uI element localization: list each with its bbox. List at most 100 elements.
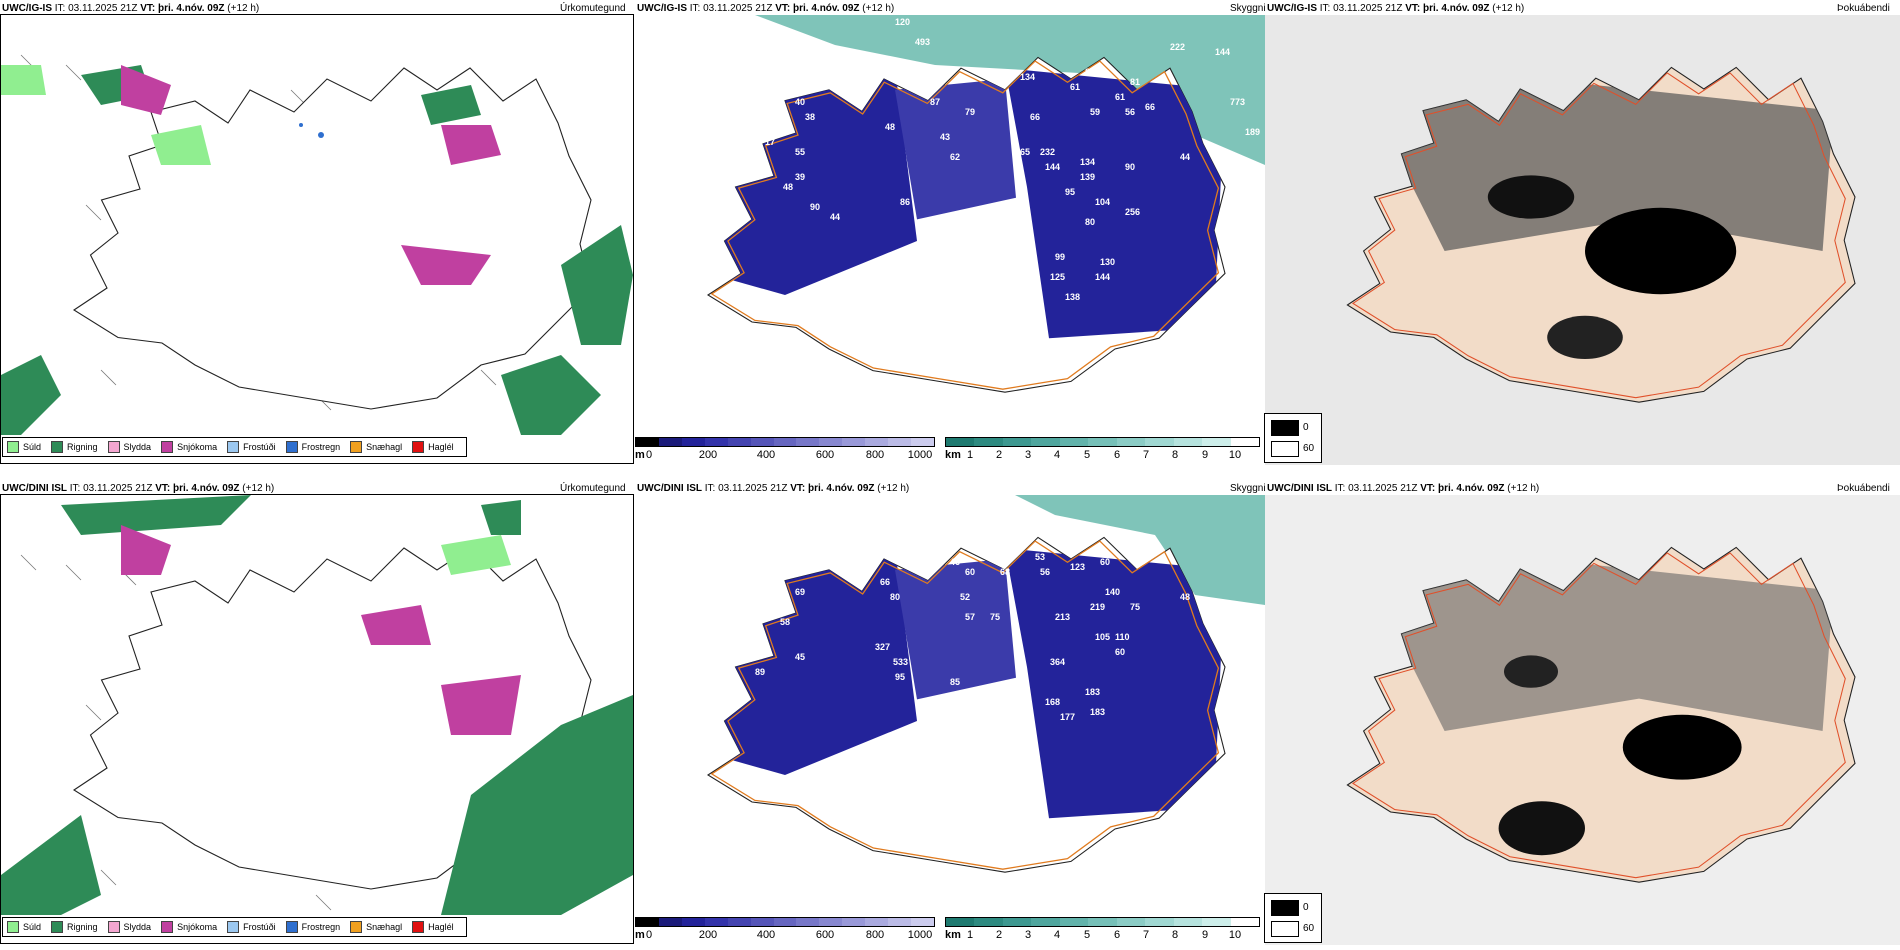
precip-legend: Súld Rigning Slydda Snjókoma Frostúði Fr… <box>2 917 467 937</box>
valid-time: þri. 4.nóv. 09Z <box>173 483 240 494</box>
cloud-label: 56 <box>1040 567 1050 577</box>
legend-label: Súld <box>23 442 42 452</box>
model-name: UWC/DINI ISL <box>637 483 702 494</box>
cloud-label: 87 <box>930 97 940 107</box>
row-dini-isl: UWC/DINI ISL IT: 03.11.2025 21Z VT: þri.… <box>0 480 1900 950</box>
cloud-label: 69 <box>795 587 805 597</box>
visibility-bar <box>945 917 1260 927</box>
cloud-label: 90 <box>1140 552 1150 562</box>
cloud-label: 75 <box>1130 602 1140 612</box>
visibility-tick: 9 <box>1201 449 1209 461</box>
cloud-base-tick: 600 <box>815 449 835 461</box>
legend-label: Frostúði <box>243 922 276 932</box>
fog-map <box>1265 15 1900 465</box>
legend-item: Súld <box>7 441 41 453</box>
lead-time: (+12 h) <box>877 483 910 494</box>
panel-name-cloud: Skyggni <box>1230 3 1266 14</box>
vt-label: VT: <box>775 3 791 14</box>
precip-frame <box>0 14 634 464</box>
init-time: 03.11.2025 21Z <box>68 3 138 14</box>
visibility-tick: 1 <box>966 449 974 461</box>
legend-item: Haglél <box>412 921 454 933</box>
panel-name-cloud: Skyggni <box>1230 483 1266 494</box>
panel-title: UWC/IG-IS IT: 03.11.2025 21Z VT: þri. 4.… <box>637 3 894 14</box>
panel-title: UWC/IG-IS IT: 03.11.2025 21Z VT: þri. 4.… <box>2 3 259 14</box>
cloud-label: 48 <box>885 122 895 132</box>
cloud-label: 213 <box>1055 612 1070 622</box>
cloud-label: 44 <box>830 212 840 222</box>
cloud-label: 62 <box>775 602 785 612</box>
cloud-label: 95 <box>1065 187 1075 197</box>
lead-time: (+12 h) <box>227 3 260 14</box>
cloud-label: 43 <box>940 132 950 142</box>
visibility-colorbar: km 1 2 3 4 5 6 7 8 9 10 <box>945 437 1260 465</box>
precip-panel: UWC/IG-IS IT: 03.11.2025 21Z VT: þri. 4.… <box>0 0 635 470</box>
cloud-label: 39 <box>795 172 805 182</box>
cloud-label: 85 <box>950 677 960 687</box>
legend-label: Rigning <box>67 922 98 932</box>
cloud-label: 66 <box>1145 102 1155 112</box>
cloud-label: 17 <box>765 137 775 147</box>
visibility-tick: 7 <box>1142 449 1150 461</box>
precip-map <box>1 15 633 435</box>
cloud-label: 46 <box>950 557 960 567</box>
cloud-base-unit: m <box>635 449 645 461</box>
visibility-tick: 1 <box>966 929 974 941</box>
vt-label: VT: <box>1405 3 1421 14</box>
cloud-label: 189 <box>1245 127 1260 137</box>
precip-map <box>1 495 633 915</box>
cloud-label: 773 <box>1230 97 1245 107</box>
cloud-label: 56 <box>1125 107 1135 117</box>
panel-title: UWC/DINI ISL IT: 03.11.2025 21Z VT: þri.… <box>1267 483 1539 494</box>
fog-legend-label: 0 <box>1303 422 1309 433</box>
panel-title: UWC/DINI ISL IT: 03.11.2025 21Z VT: þri.… <box>637 483 909 494</box>
cloud-label: 183 <box>1085 687 1100 697</box>
cloud-base-tick: 0 <box>645 929 653 941</box>
cloud-label: 232 <box>1040 147 1055 157</box>
visibility-unit: km <box>945 929 961 941</box>
model-name: UWC/DINI ISL <box>1267 483 1332 494</box>
legend-label: Slydda <box>123 922 152 932</box>
legend-item: Slydda <box>107 441 151 453</box>
cloud-label: 95 <box>895 672 905 682</box>
cloud-label: 90 <box>810 202 820 212</box>
init-time: 03.11.2025 21Z <box>718 483 788 494</box>
cloud-label: 183 <box>1090 707 1105 717</box>
row-ig-is: UWC/IG-IS IT: 03.11.2025 21Z VT: þri. 4.… <box>0 0 1900 470</box>
cloud-label: 140 <box>1105 587 1120 597</box>
cloud-label: 139 <box>1080 172 1095 182</box>
panel-name-fog: Þokuábendi <box>1837 483 1890 494</box>
cloud-label: 60 <box>1100 557 1110 567</box>
cloud-base-tick: 800 <box>865 449 885 461</box>
panel-name-precip: Úrkomutegund <box>560 483 626 494</box>
visibility-tick: 8 <box>1171 929 1179 941</box>
cloud-label: 177 <box>1060 712 1075 722</box>
cloud-base-unit: m <box>635 929 645 941</box>
it-label: IT: <box>69 483 81 494</box>
cloud-label: 44 <box>1180 152 1190 162</box>
cloud-label: 374 <box>995 72 1010 82</box>
visibility-tick: 2 <box>995 449 1003 461</box>
legend-item: Rigning <box>51 441 98 453</box>
lead-time: (+12 h) <box>1507 483 1540 494</box>
cloud-label: 89 <box>755 667 765 677</box>
fog-legend-label: 0 <box>1303 902 1309 913</box>
vt-label: VT: <box>1420 483 1436 494</box>
lead-time: (+12 h) <box>242 483 275 494</box>
visibility-tick: 10 <box>1228 929 1242 941</box>
fog-panel: UWC/IG-IS IT: 03.11.2025 21Z VT: þri. 4.… <box>1264 0 1900 470</box>
cloud-label: 232 <box>995 227 1010 237</box>
fog-legend-swatch <box>1271 420 1299 436</box>
legend-swatch <box>51 441 64 453</box>
legend-item: Snjókoma <box>161 441 217 453</box>
it-label: IT: <box>1319 3 1331 14</box>
cloud-label: 61 <box>1115 92 1125 102</box>
legend-swatch <box>350 441 363 453</box>
model-name: UWC/IG-IS <box>637 3 687 14</box>
cloud-base-tick: 0 <box>645 449 653 461</box>
legend-item: Snæhagl <box>350 441 402 453</box>
legend-item: Frostúði <box>227 441 276 453</box>
legend-label: Snjókoma <box>177 442 218 452</box>
visibility-tick: 4 <box>1053 929 1061 941</box>
model-name: UWC/IG-IS <box>1267 3 1317 14</box>
